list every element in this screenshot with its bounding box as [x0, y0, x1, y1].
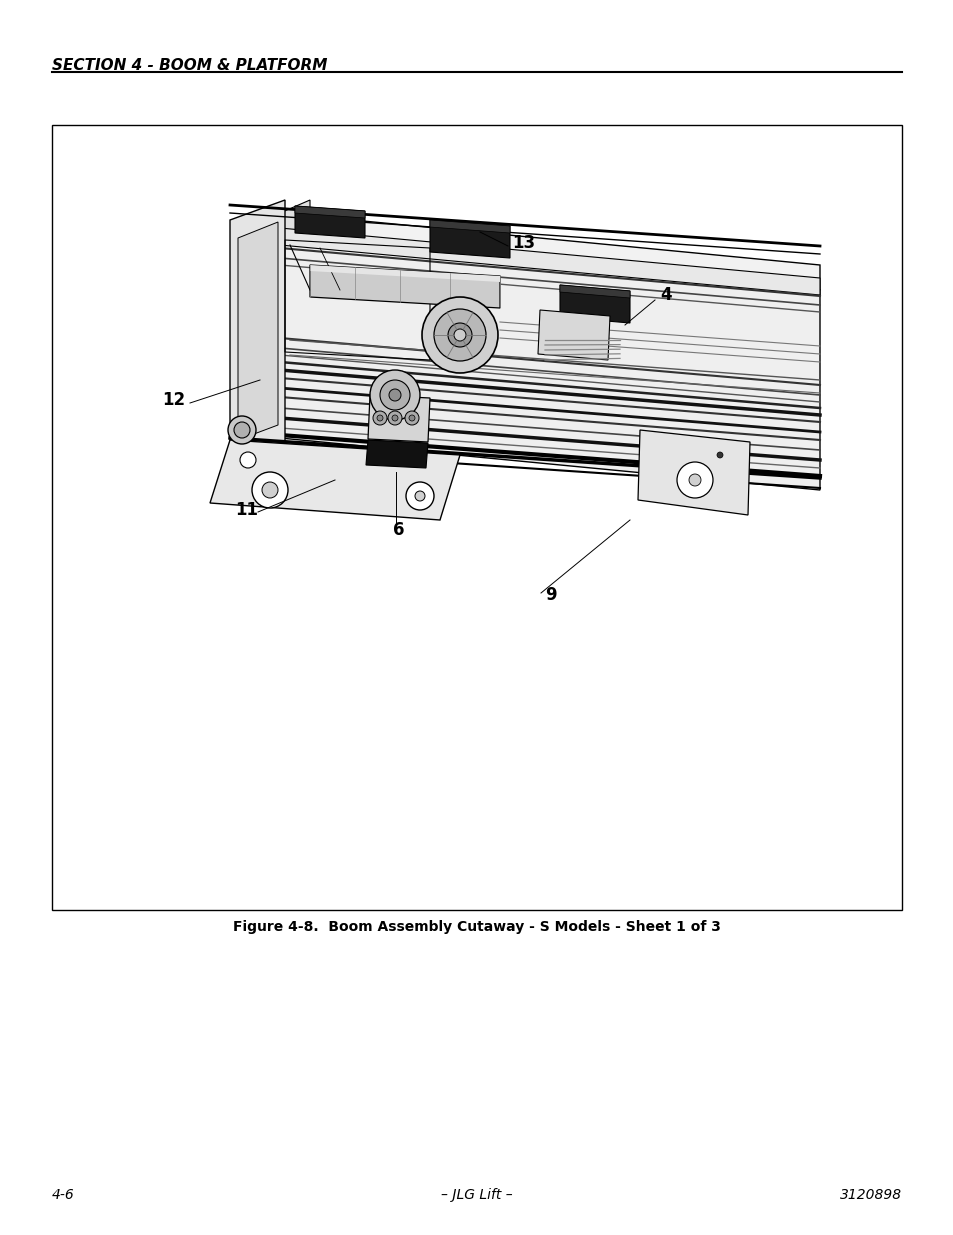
Circle shape [409, 415, 415, 421]
Polygon shape [310, 266, 499, 282]
Polygon shape [366, 440, 428, 468]
Polygon shape [638, 430, 749, 515]
Circle shape [240, 452, 255, 468]
Text: SECTION 4 - BOOM & PLATFORM: SECTION 4 - BOOM & PLATFORM [52, 58, 327, 73]
Circle shape [434, 309, 485, 361]
Text: 11: 11 [234, 501, 257, 519]
Text: Figure 4-8.  Boom Assembly Cutaway - S Models - Sheet 1 of 3: Figure 4-8. Boom Assembly Cutaway - S Mo… [233, 920, 720, 934]
Circle shape [717, 452, 722, 458]
Circle shape [262, 482, 277, 498]
Circle shape [373, 411, 387, 425]
Polygon shape [559, 285, 629, 324]
Circle shape [448, 324, 472, 347]
Polygon shape [280, 212, 820, 290]
Circle shape [388, 411, 401, 425]
Circle shape [233, 422, 250, 438]
Polygon shape [310, 266, 499, 308]
Circle shape [415, 492, 424, 501]
Polygon shape [537, 310, 609, 359]
Circle shape [421, 296, 497, 373]
Circle shape [379, 380, 410, 410]
Polygon shape [280, 228, 820, 295]
Polygon shape [368, 395, 430, 442]
Text: 4: 4 [659, 287, 671, 304]
Text: 6: 6 [393, 521, 404, 538]
Circle shape [228, 416, 255, 445]
Text: 3120898: 3120898 [839, 1188, 901, 1202]
Circle shape [252, 472, 288, 508]
Circle shape [405, 411, 418, 425]
Text: 12: 12 [162, 391, 185, 409]
Circle shape [370, 370, 419, 420]
Polygon shape [237, 222, 277, 440]
Circle shape [688, 474, 700, 487]
Polygon shape [559, 285, 629, 298]
Polygon shape [430, 220, 510, 233]
Circle shape [677, 462, 712, 498]
Circle shape [454, 329, 465, 341]
Polygon shape [280, 200, 310, 238]
Polygon shape [210, 440, 459, 520]
Polygon shape [430, 220, 510, 258]
Text: 4-6: 4-6 [52, 1188, 74, 1202]
Polygon shape [294, 206, 365, 238]
Polygon shape [294, 206, 365, 219]
Text: 9: 9 [544, 585, 556, 604]
Bar [52, 125, 901, 910]
Circle shape [389, 389, 400, 401]
Text: – JLG Lift –: – JLG Lift – [440, 1188, 513, 1202]
Circle shape [392, 415, 397, 421]
Circle shape [406, 482, 434, 510]
Text: 13: 13 [512, 233, 535, 252]
Circle shape [376, 415, 382, 421]
Polygon shape [280, 238, 820, 490]
Polygon shape [230, 200, 285, 459]
